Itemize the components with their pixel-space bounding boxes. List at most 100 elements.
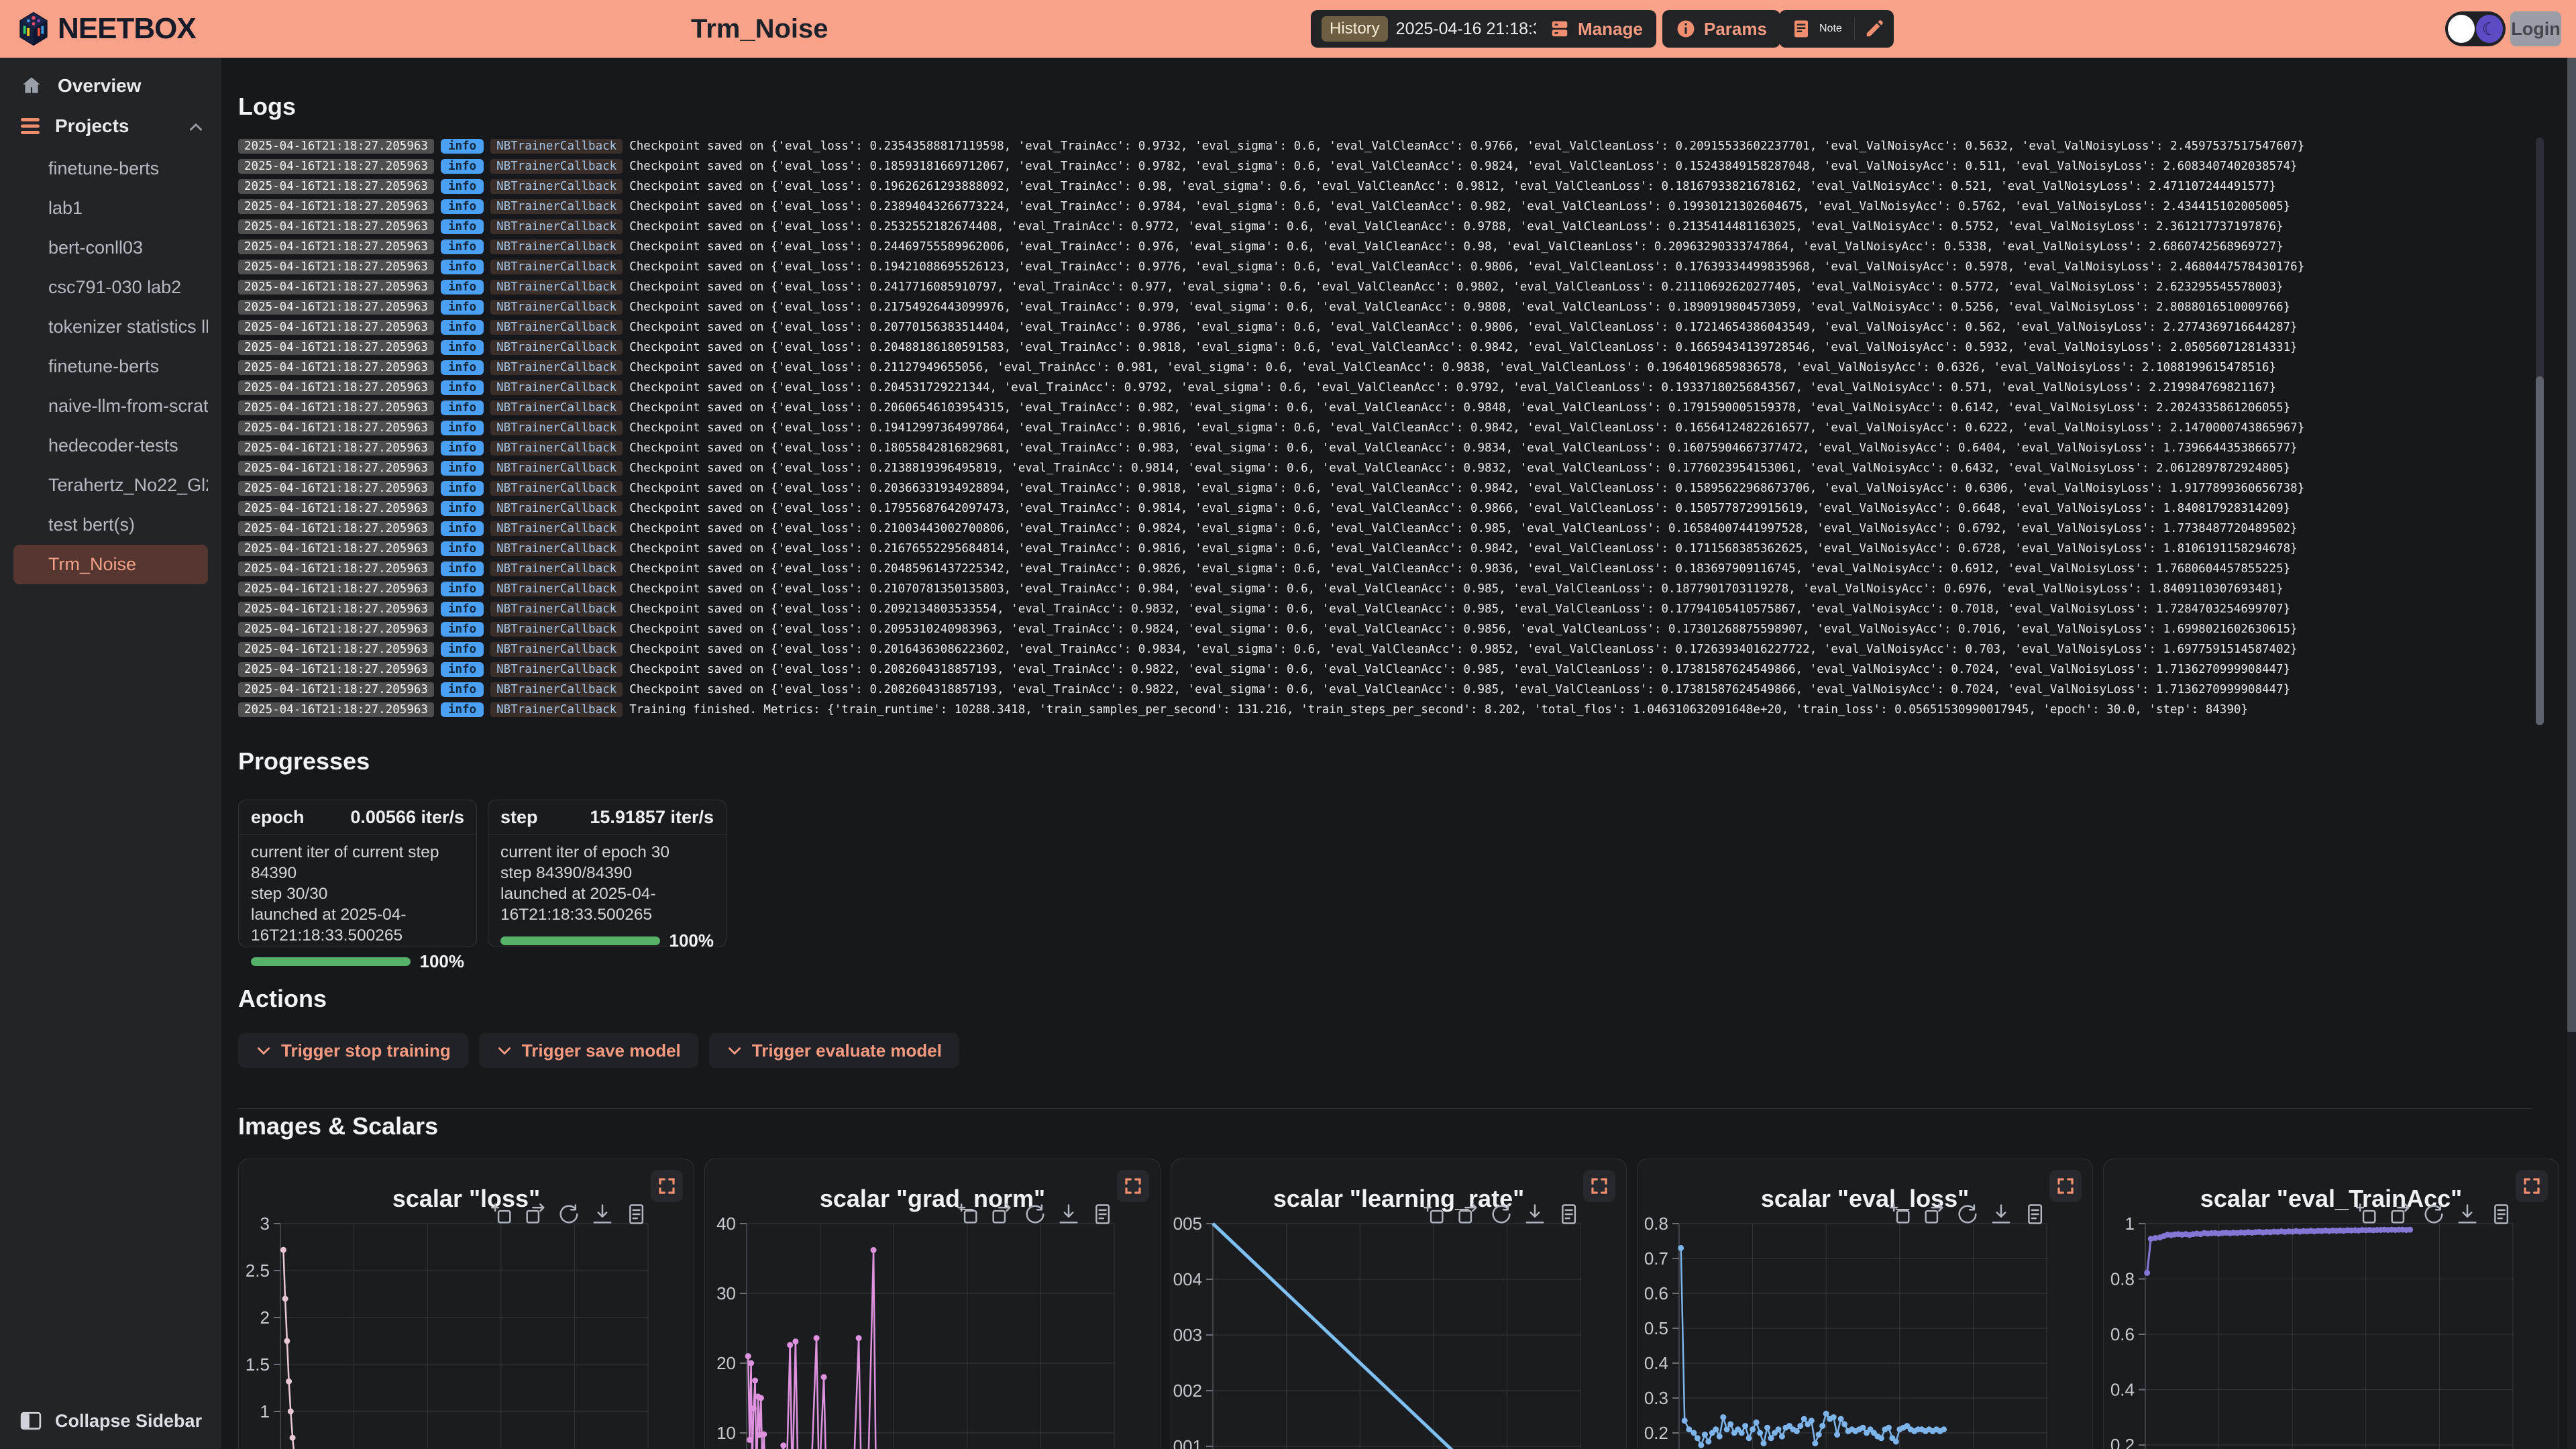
svg-text:2: 2	[260, 1307, 270, 1328]
trigger-action-button[interactable]: Trigger stop training	[238, 1033, 468, 1068]
collapse-sidebar-button[interactable]: Collapse Sidebar	[0, 1404, 202, 1438]
log-level-badge: info	[440, 541, 484, 556]
expand-chart-button[interactable]	[1117, 1170, 1149, 1202]
box-restore-icon[interactable]	[525, 1203, 546, 1228]
data-view-icon[interactable]	[2024, 1203, 2045, 1228]
log-logger-badge: NBTrainerCallback	[490, 461, 623, 476]
log-logger-badge: NBTrainerCallback	[490, 300, 623, 315]
zoom-box-icon[interactable]	[1424, 1203, 1445, 1228]
chevron-down-icon	[257, 1047, 270, 1055]
log-row: 2025-04-16T21:18:27.205963 info NBTrainerC…	[238, 418, 2529, 438]
expand-chart-button[interactable]	[2516, 1170, 2548, 1202]
refresh-icon[interactable]	[1491, 1203, 1512, 1228]
svg-text:1.5: 1.5	[246, 1354, 270, 1375]
log-row: 2025-04-16T21:18:27.205963 info NBTrainerC…	[238, 498, 2529, 519]
page-scrollbar-thumb[interactable]	[2567, 58, 2576, 1032]
log-message: Checkpoint saved on {'eval_loss': 0.2446…	[629, 240, 2284, 254]
manage-button[interactable]: Manage	[1536, 10, 1656, 48]
sidebar-item-project[interactable]: finetune-berts	[48, 158, 160, 178]
edit-note-button[interactable]	[1855, 10, 1894, 48]
log-logger-badge: NBTrainerCallback	[490, 501, 623, 516]
sidebar-item-project[interactable]: Terahertz_No22_Gl261_gl...	[48, 475, 208, 495]
zoom-box-icon[interactable]	[491, 1203, 513, 1228]
log-row: 2025-04-16T21:18:27.205963 info NBTrainerC…	[238, 378, 2529, 398]
log-timestamp: 2025-04-16T21:18:27.205963	[238, 320, 434, 335]
refresh-icon[interactable]	[1024, 1203, 1046, 1228]
log-message: Checkpoint saved on {'eval_loss': 0.2092…	[629, 602, 2291, 616]
log-row: 2025-04-16T21:18:27.205963 info NBTrainerC…	[238, 317, 2529, 337]
brand-name: NEETBOX	[58, 12, 197, 45]
sidebar-item-project[interactable]: csc791-030 lab2	[48, 277, 182, 297]
data-view-icon[interactable]	[625, 1203, 647, 1228]
progresses-heading: Progresses	[238, 747, 370, 775]
data-view-icon[interactable]	[1558, 1203, 1579, 1228]
log-message: Checkpoint saved on {'eval_loss': 0.2045…	[629, 381, 2277, 394]
refresh-icon[interactable]	[2423, 1203, 2445, 1228]
sidebar-item-project[interactable]: tokenizer statistics llama...	[48, 317, 208, 337]
box-restore-icon[interactable]	[1923, 1203, 1945, 1228]
sidebar-item-project[interactable]: hedecoder-tests	[48, 435, 178, 455]
sidebar-item-project[interactable]: naive-llm-from-scratch	[48, 396, 208, 416]
log-message: Checkpoint saved on {'eval_loss': 0.1962…	[629, 180, 2277, 193]
log-message: Checkpoint saved on {'eval_loss': 0.2082…	[629, 663, 2291, 676]
log-timestamp: 2025-04-16T21:18:27.205963	[238, 521, 434, 536]
log-logger-badge: NBTrainerCallback	[490, 280, 623, 294]
trigger-action-button[interactable]: Trigger evaluate model	[708, 1033, 959, 1068]
log-timestamp: 2025-04-16T21:18:27.205963	[238, 280, 434, 294]
log-row: 2025-04-16T21:18:27.205963 info NBTrainerC…	[238, 700, 2529, 720]
download-icon[interactable]	[592, 1203, 613, 1228]
log-logger-badge: NBTrainerCallback	[490, 179, 623, 194]
sidebar-item-overview[interactable]: Overview	[0, 70, 221, 102]
sidebar-item-project[interactable]: bert-conll03	[48, 237, 144, 258]
download-icon[interactable]	[1524, 1203, 1546, 1228]
svg-text:0.8: 0.8	[1644, 1214, 1668, 1234]
log-row: 2025-04-16T21:18:27.205963 info NBTrainerC…	[238, 539, 2529, 559]
sidebar-item-project[interactable]: Trm_Noise	[13, 545, 208, 584]
chevron-down-icon	[728, 1047, 741, 1055]
log-level-badge: info	[440, 199, 484, 214]
refresh-icon[interactable]	[1957, 1203, 1978, 1228]
refresh-icon[interactable]	[558, 1203, 580, 1228]
page-scrollbar[interactable]	[2567, 58, 2576, 1449]
note-button[interactable]: Note	[1779, 10, 1854, 48]
box-restore-icon[interactable]	[1457, 1203, 1479, 1228]
zoom-box-icon[interactable]	[1890, 1203, 1911, 1228]
log-row: 2025-04-16T21:18:27.205963 info NBTrainerC…	[238, 297, 2529, 317]
svg-text:0.7: 0.7	[1644, 1248, 1668, 1269]
logs-scrollbar-thumb[interactable]	[2536, 376, 2544, 725]
log-message: Checkpoint saved on {'eval_loss': 0.2354…	[629, 140, 2305, 153]
box-restore-icon[interactable]	[991, 1203, 1012, 1228]
trigger-action-button[interactable]: Trigger save model	[478, 1033, 698, 1068]
svg-text:3: 3	[260, 1214, 270, 1234]
chart-toolbar	[491, 1203, 647, 1228]
sidebar-item-project[interactable]: lab1	[48, 198, 83, 218]
expand-chart-button[interactable]	[651, 1170, 683, 1202]
log-logger-badge: NBTrainerCallback	[490, 582, 623, 596]
log-row: 2025-04-16T21:18:27.205963 info NBTrainerC…	[238, 458, 2529, 478]
neetbox-logo-icon	[19, 12, 48, 46]
logs-scrollbar[interactable]	[2536, 138, 2544, 725]
data-view-icon[interactable]	[2490, 1203, 2512, 1228]
zoom-box-icon[interactable]	[957, 1203, 979, 1228]
log-row: 2025-04-16T21:18:27.205963 info NBTrainerC…	[238, 176, 2529, 197]
data-view-icon[interactable]	[1091, 1203, 1113, 1228]
box-restore-icon[interactable]	[2390, 1203, 2411, 1228]
log-message: Checkpoint saved on {'eval_loss': 0.2112…	[629, 361, 2277, 374]
download-icon[interactable]	[1990, 1203, 2012, 1228]
zoom-box-icon[interactable]	[2356, 1203, 2377, 1228]
sidebar-item-project[interactable]: test bert(s)	[48, 515, 136, 535]
scalar-chart-card: 3 2.5 2 1.5 1 scalar "loss"	[238, 1159, 694, 1449]
login-button[interactable]: Login	[2510, 11, 2561, 46]
log-level-badge: info	[440, 179, 484, 194]
note-button-group: Note	[1779, 10, 1894, 48]
download-icon[interactable]	[1058, 1203, 1079, 1228]
download-icon[interactable]	[2457, 1203, 2478, 1228]
sidebar-section-projects[interactable]: Projects	[0, 110, 221, 142]
expand-chart-button[interactable]	[1583, 1170, 1615, 1202]
sidebar-item-project[interactable]: finetune-berts	[48, 356, 160, 376]
expand-chart-button[interactable]	[2049, 1170, 2082, 1202]
params-button[interactable]: Params	[1662, 10, 1780, 48]
log-row: 2025-04-16T21:18:27.205963 info NBTrainerC…	[238, 680, 2529, 700]
theme-toggle[interactable]: ☾	[2445, 11, 2506, 46]
